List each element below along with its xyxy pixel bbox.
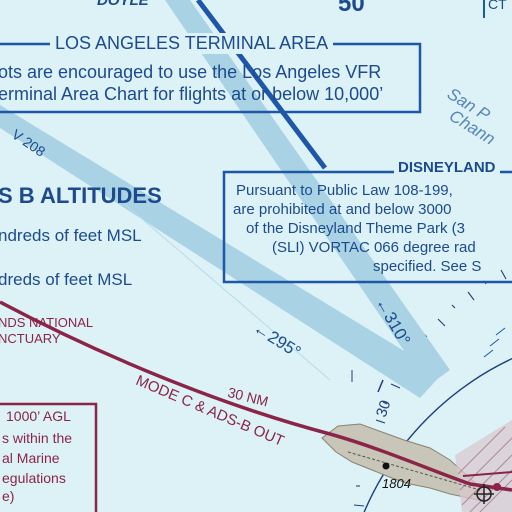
marine-box-line1: 1000’ AGL [6, 408, 71, 424]
class-b-boundary-line [196, 0, 327, 170]
channel-marks [483, 327, 506, 358]
elevation-point-icon [382, 462, 390, 470]
airway-310-band [165, 0, 450, 386]
feature-mark [377, 379, 384, 393]
la-terminal-line1: ots are encouraged to use the Los Angele… [0, 62, 382, 82]
disneyland-frame [222, 170, 512, 284]
sanctuary-line2: NCTUARY [0, 331, 61, 346]
mode-c-arc [0, 300, 512, 492]
marine-box-line2: s within the [2, 430, 73, 446]
marine-box-line3: al Marine [2, 450, 60, 466]
class-b-line1: ndreds of feet MSL [0, 226, 142, 245]
island-dashed-line [347, 451, 481, 491]
place-label-50: 50 [338, 0, 365, 17]
marine-box-line4: egulations [2, 470, 66, 486]
disneyland-title: DISNEYLAND [394, 159, 500, 176]
airway-centerline [119, 199, 331, 381]
marine-box-outline [0, 402, 98, 512]
marine-box-line5: e) [2, 488, 15, 504]
place-label-doyle: DOYLE [97, 0, 149, 9]
la-terminal-line2: erminal Area Chart for flights at or bel… [0, 84, 384, 104]
class-b-altitudes-title: S B ALTITUDES [0, 183, 162, 208]
sanctuary-line1: NDS NATIONAL [0, 315, 94, 330]
la-terminal-title: LOS ANGELES TERMINAL AREA [50, 33, 334, 54]
disneyland-line1: Pursuant to Public Law 108-199, [236, 182, 453, 199]
airport-marker-dot [493, 483, 501, 491]
place-label-ct: CT [488, 0, 507, 12]
disneyland-line3: of the Disneyland Theme Park (3 [246, 220, 466, 237]
airway-v208-band [0, 105, 442, 398]
disneyland-line2: are prohibited at and below 3000 [233, 201, 452, 218]
disneyland-line5: specified. See S [373, 258, 482, 275]
restricted-hatch [457, 426, 512, 512]
disneyland-line4: (SLI) VORTAC 066 degree rad [272, 239, 476, 256]
elevation-label: 1804 [382, 476, 411, 491]
mode-c-arc-inner [462, 471, 512, 477]
class-b-line2: dreds of feet MSL [0, 270, 133, 289]
